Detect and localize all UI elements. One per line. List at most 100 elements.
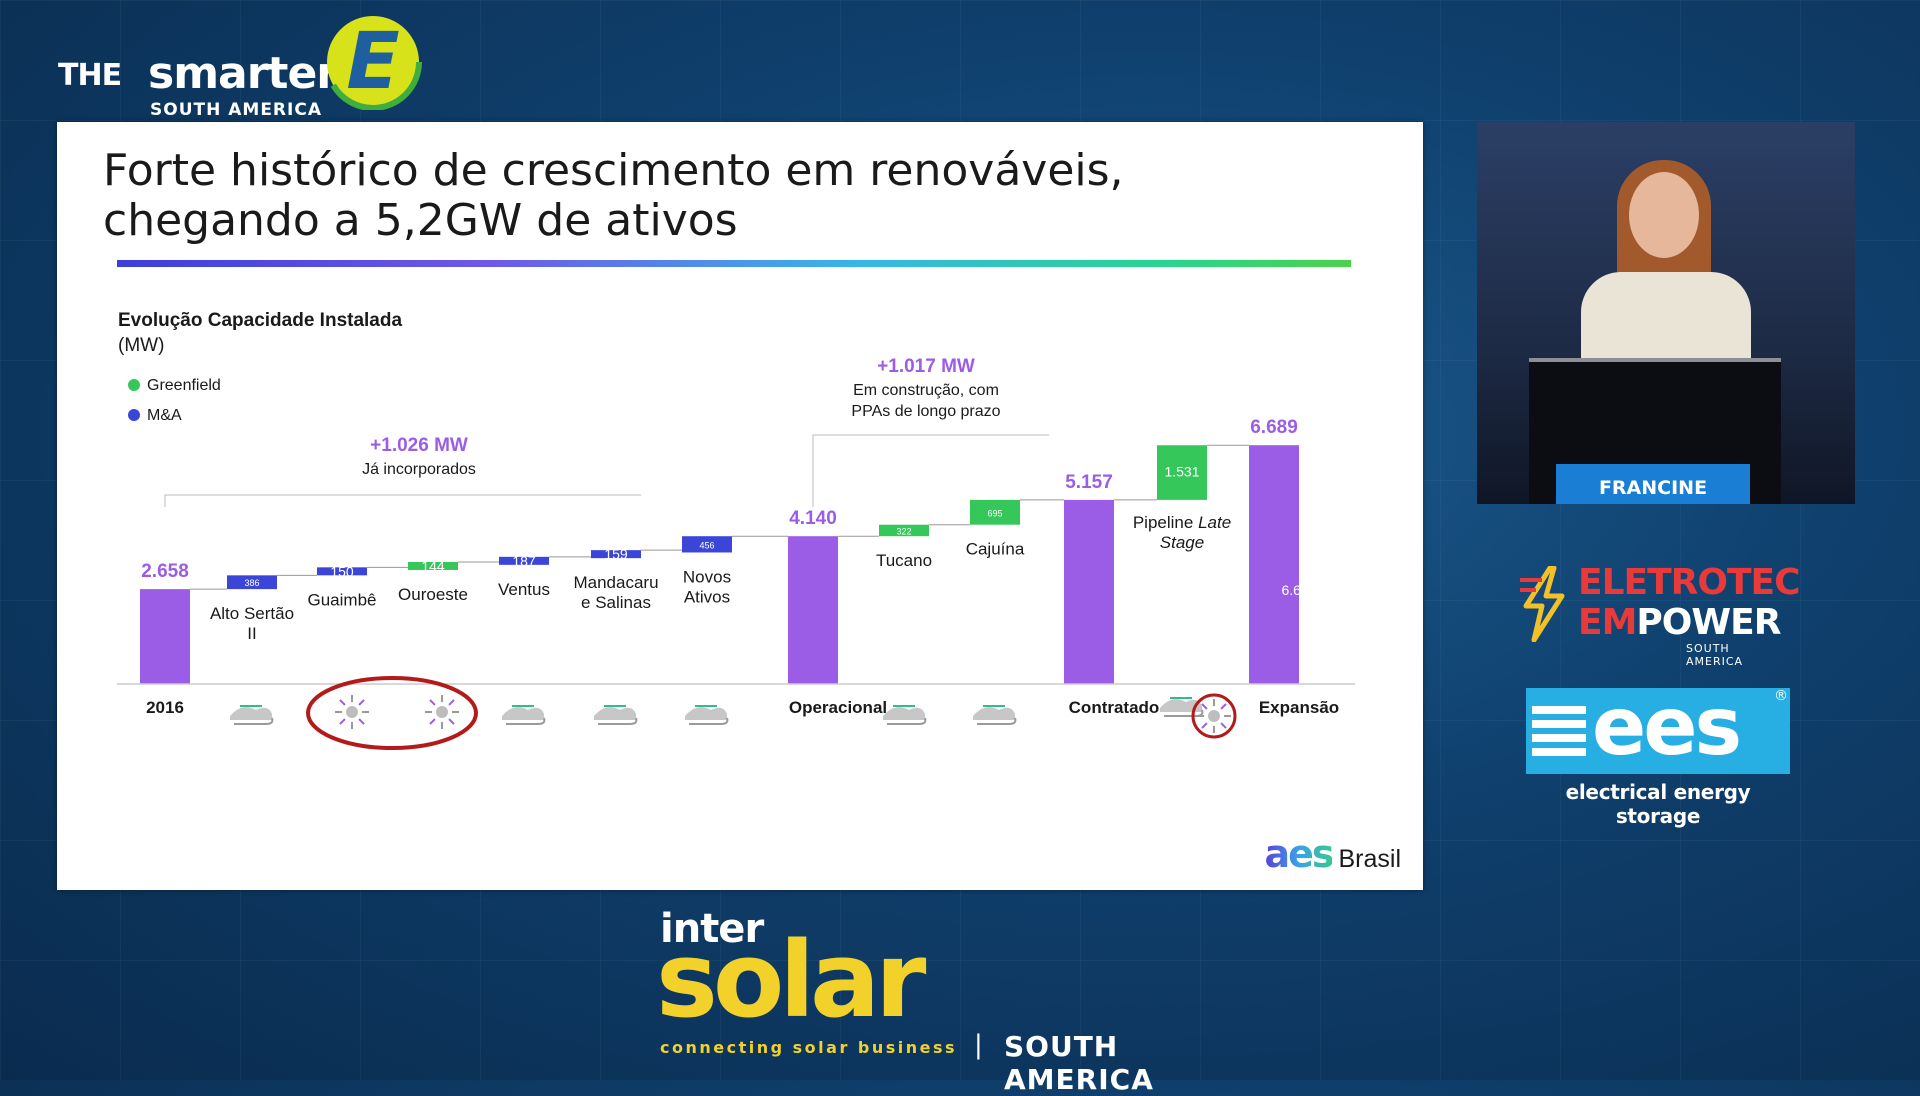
the-smarter-e-logo: THE smarter SOUTH AMERICA E — [56, 14, 436, 120]
empower-em: EM — [1578, 602, 1637, 643]
step-value-4: 187 — [512, 553, 536, 569]
sun-icon-2-ray-7 — [448, 699, 455, 706]
sun-icon-8-ray-1 — [1220, 722, 1227, 729]
category-label-5-1: e Salinas — [581, 593, 651, 612]
step-value-1: 386 — [244, 578, 259, 588]
wind-icon-4 — [594, 705, 638, 725]
bar-8 — [879, 524, 929, 537]
intersolar-region: SOUTH AMERICA — [1004, 1030, 1154, 1096]
construction-value: +1.017 MW — [877, 356, 975, 377]
axis-label-12: Expansão — [1259, 698, 1339, 717]
sun-icon-8-core — [1208, 710, 1220, 722]
lightning-bolt-icon — [1520, 566, 1565, 642]
category-label-3-0: Ouroeste — [398, 585, 468, 604]
eletrotec-empower-logo: ELETROTEC EMPOWER SOUTH AMERICA — [1520, 562, 1801, 668]
wind-icon-5-gust — [689, 717, 729, 725]
sun-icon-1-ray-7 — [358, 699, 365, 706]
bar-4 — [499, 556, 549, 565]
wind-icon-3-gust — [506, 717, 546, 725]
sun-icon-2-ray-1 — [448, 718, 455, 725]
sun-icon-8-ray-3 — [1201, 722, 1208, 729]
presentation-slide: Forte histórico de crescimento em renová… — [57, 122, 1423, 890]
sun-icon-8-ray-7 — [1220, 703, 1227, 710]
total-value-10: 5.157 — [1065, 472, 1113, 493]
step-value-3: 144 — [421, 558, 445, 574]
category-label-8-0: Tucano — [876, 551, 932, 570]
ees-mark: ees — [1592, 680, 1742, 773]
wind-icon-7-gust — [977, 717, 1017, 725]
logo-the: THE — [58, 58, 122, 93]
wind-icon-7-cloud — [973, 707, 1015, 720]
intersolar-inter: inter — [660, 906, 764, 952]
bar-12 — [1249, 445, 1299, 684]
axis-label-0: 2016 — [146, 698, 184, 717]
slide-title-line1: Forte histórico de crescimento em renová… — [103, 145, 1124, 196]
sun-icon-1-ray-5 — [339, 699, 346, 706]
category-label-6-0: Novos — [683, 567, 731, 586]
step-value-2: 150 — [330, 563, 354, 579]
step-value-5: 159 — [604, 546, 628, 562]
slide-title: Forte histórico de crescimento em renová… — [103, 146, 1203, 246]
bar-1 — [227, 575, 277, 590]
legend-ma-dot — [128, 409, 140, 421]
eletrotec-region: SOUTH AMERICA — [1686, 642, 1744, 668]
wind-icon-7 — [973, 705, 1017, 725]
category-label-1-1: II — [247, 624, 256, 643]
incorporated-value: +1.026 MW — [370, 435, 468, 456]
title-gradient-bar — [117, 260, 1351, 267]
eletrotec-word: ELETROTEC — [1578, 562, 1801, 603]
aes-mark: aes — [1264, 832, 1334, 876]
sun-icon-8 — [1197, 699, 1231, 733]
construction-text-line2: PPAs de longo prazo — [851, 403, 1000, 420]
wind-icon-4-cloud — [594, 707, 636, 720]
total-value-0: 2.658 — [141, 561, 189, 582]
logo-smarter: smarter — [148, 48, 338, 99]
wind-icon-8 — [1160, 697, 1204, 717]
intersolar-tagline: connecting solar business — [660, 1038, 958, 1057]
category-label-9-0: Cajuína — [966, 540, 1025, 559]
wind-icon-3-cloud — [502, 707, 544, 720]
highlight-circle-solar — [306, 676, 478, 750]
speaker-face — [1629, 172, 1699, 258]
inner-value-12: 6.689 — [1281, 582, 1316, 598]
category-label-2-0: Guaimbê — [308, 590, 377, 609]
sun-icon-1 — [335, 695, 369, 729]
category-label-11-0: Pipeline Late — [1133, 513, 1231, 532]
category-label-5-0: Mandacaru — [573, 573, 658, 592]
sun-icon-2-ray-3 — [429, 718, 436, 725]
speaker-name-plate: FRANCINE — [1556, 464, 1750, 504]
chart-unit: (MW) — [118, 335, 164, 356]
ees-box: ees ® — [1526, 682, 1790, 774]
chart-icons — [230, 695, 1231, 733]
construction-text-line1: Em construção, com — [853, 382, 999, 399]
incorporated-text: Já incorporados — [362, 461, 476, 478]
waterfall-chart: Evolução Capacidade Instalada (MW) Green… — [117, 310, 1355, 750]
empower-word: EMPOWER — [1578, 602, 1781, 643]
bar-3 — [408, 561, 458, 570]
e-mark-letter: E — [346, 17, 399, 107]
step-value-9: 695 — [987, 508, 1002, 518]
category-label-4-0: Ventus — [498, 580, 550, 599]
bar-5 — [591, 550, 641, 559]
intersolar-divider: | — [974, 1030, 983, 1060]
category-label-1-0: Alto Sertão — [210, 604, 294, 623]
step-value-8: 322 — [896, 526, 911, 536]
sun-icon-8-ray-5 — [1201, 703, 1208, 710]
bar-6 — [682, 536, 732, 553]
total-value-7: 4.140 — [789, 508, 837, 529]
ees-lines-icon — [1532, 706, 1586, 756]
aes-brasil-logo: aes Brasil — [1264, 832, 1401, 876]
chart-heading: Evolução Capacidade Instalada — [118, 310, 402, 331]
wind-icon-5 — [685, 705, 729, 725]
logo-region: SOUTH AMERICA — [150, 100, 322, 120]
wind-icon-6 — [883, 705, 927, 725]
wind-icon-0-gust — [234, 717, 274, 725]
sun-icon-1-core — [346, 706, 358, 718]
highlight-circle-expansion — [1191, 693, 1237, 739]
wind-icon-8-cloud — [1160, 699, 1202, 712]
legend-greenfield-label: Greenfield — [147, 377, 221, 394]
legend-greenfield-dot — [128, 379, 140, 391]
wind-icon-5-cloud — [685, 707, 727, 720]
ees-logo: ees ® electrical energy storage — [1526, 682, 1790, 828]
